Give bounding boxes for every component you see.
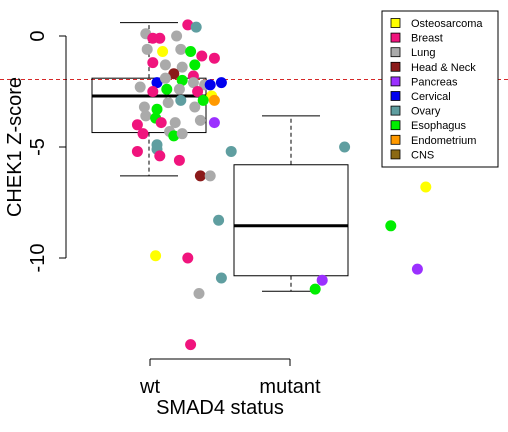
x-tick-label-mutant: mutant — [259, 376, 321, 398]
data-point-wt-54 — [173, 154, 185, 166]
box-mutant — [233, 164, 349, 277]
data-point-mutant-5 — [316, 274, 328, 286]
data-point-wt-13 — [159, 59, 171, 71]
data-point-wt-42 — [169, 117, 181, 129]
legend-swatch-5 — [390, 91, 401, 101]
legend-label-8: Endometrium — [411, 135, 476, 147]
data-point-wt-15 — [189, 59, 201, 71]
data-point-wt-35 — [175, 94, 187, 106]
legend-label-4: Pancreas — [411, 76, 458, 88]
data-point-wt-18 — [151, 77, 163, 89]
data-point-wt-59 — [182, 252, 194, 264]
legend-label-7: Esophagus — [411, 120, 467, 132]
legend-label-0: Osteosarcoma — [411, 18, 483, 30]
data-point-wt-38 — [140, 110, 152, 122]
legend-swatch-2 — [390, 47, 401, 58]
data-point-wt-29 — [192, 86, 204, 97]
legend-label-6: Ovary — [411, 106, 441, 118]
data-point-wt-11 — [208, 52, 220, 64]
points-layer — [131, 19, 432, 351]
data-point-mutant-4 — [411, 263, 423, 275]
data-point-wt-26 — [147, 86, 159, 97]
legend-label-5: Cervical — [411, 91, 451, 103]
boxplot-layer — [91, 22, 349, 292]
data-point-wt-7 — [157, 46, 169, 58]
legend-label-9: CNS — [411, 149, 434, 161]
legend-swatch-3 — [390, 61, 401, 72]
data-point-wt-47 — [168, 130, 180, 142]
data-point-wt-48 — [176, 128, 188, 140]
data-point-wt-28 — [173, 83, 185, 95]
data-point-wt-57 — [213, 214, 225, 226]
data-point-mutant-6 — [309, 283, 321, 295]
y-tick-label-0: 0 — [27, 30, 49, 41]
data-point-wt-21 — [187, 77, 199, 89]
data-point-wt-20 — [176, 74, 188, 86]
legend-swatch-8 — [390, 134, 401, 145]
legend-swatch-1 — [390, 32, 401, 43]
data-point-wt-32 — [197, 94, 209, 106]
data-point-wt-34 — [162, 97, 174, 109]
data-point-wt-43 — [194, 114, 206, 126]
data-point-wt-24 — [215, 77, 227, 89]
data-point-wt-44 — [208, 117, 220, 129]
legend-label-1: Breast — [411, 33, 443, 45]
data-point-wt-9 — [185, 46, 197, 58]
data-point-wt-27 — [161, 83, 173, 95]
data-point-wt-10 — [196, 50, 208, 62]
legend-label-2: Lung — [411, 47, 435, 59]
data-point-wt-31 — [208, 94, 220, 106]
data-point-wt-14 — [176, 61, 188, 73]
data-point-wt-40 — [131, 119, 143, 131]
data-point-wt-62 — [185, 339, 197, 351]
data-point-wt-41 — [155, 117, 167, 129]
legend-frame — [381, 10, 499, 168]
x-tick-label-wt: wt — [139, 376, 160, 398]
data-point-wt-19 — [159, 72, 171, 84]
data-point-wt-23 — [204, 79, 216, 91]
data-point-wt-8 — [175, 43, 187, 55]
data-point-wt-52 — [154, 150, 166, 162]
data-point-mutant-3 — [385, 220, 397, 232]
data-point-wt-55 — [194, 170, 206, 182]
data-point-wt-51 — [131, 145, 143, 157]
data-point-wt-45 — [137, 128, 149, 140]
y-tick-label-1: -5 — [27, 138, 49, 156]
data-point-wt-5 — [190, 21, 202, 33]
data-point-wt-58 — [150, 250, 162, 262]
data-point-wt-3 — [171, 30, 183, 42]
data-point-mutant-2 — [420, 181, 432, 193]
boxplot-mutant — [233, 115, 349, 292]
x-axis-label: SMAD4 status — [156, 397, 284, 419]
legend: Osteosarcoma Breast Lung Head & Neck Pancrea… — [381, 10, 499, 168]
data-point-wt-4 — [182, 19, 194, 31]
axes-layer: CHEK1 Z-score SMAD4 status 0 -5 -10 wt mutan… — [4, 30, 321, 419]
data-point-wt-12 — [147, 57, 159, 69]
legend-swatch-9 — [390, 149, 401, 160]
boxplot-wt — [91, 22, 207, 177]
data-point-wt-56 — [204, 170, 216, 182]
data-point-wt-2 — [154, 32, 166, 44]
data-point-wt-6 — [141, 43, 153, 55]
legend-swatch-4 — [390, 76, 401, 87]
data-point-mutant-1 — [339, 141, 351, 153]
legend-swatch-6 — [390, 105, 401, 116]
y-axis-label: CHEK1 Z-score — [4, 77, 26, 217]
data-point-wt-60 — [215, 272, 227, 284]
y-tick-label-2: -10 — [27, 244, 49, 273]
legend-swatch-0 — [390, 18, 401, 28]
data-point-wt-36 — [189, 101, 201, 113]
data-point-wt-16 — [168, 68, 180, 80]
legend-swatch-7 — [390, 120, 401, 131]
data-point-wt-33 — [138, 101, 150, 113]
legend-label-3: Head & Neck — [411, 62, 476, 74]
data-point-wt-53 — [225, 145, 237, 157]
data-point-wt-25 — [134, 81, 146, 93]
data-point-wt-61 — [193, 288, 205, 300]
data-point-wt-37 — [151, 103, 163, 115]
